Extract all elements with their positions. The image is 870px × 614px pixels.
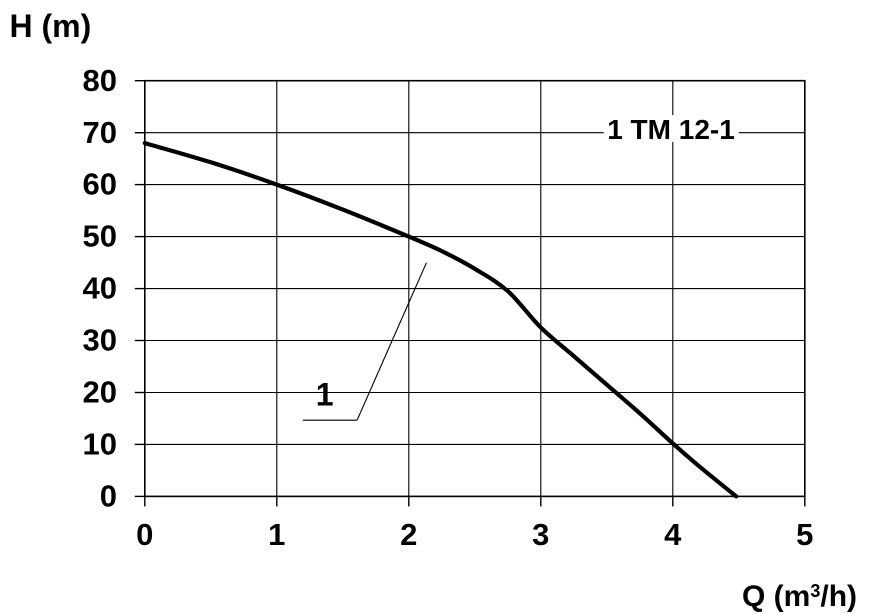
svg-text:10: 10 <box>83 427 117 462</box>
svg-text:5: 5 <box>796 517 813 552</box>
svg-text:Q (m3/h): Q (m3/h) <box>742 580 857 613</box>
svg-text:80: 80 <box>83 63 117 98</box>
svg-text:50: 50 <box>83 219 117 254</box>
svg-text:4: 4 <box>664 517 682 552</box>
svg-text:30: 30 <box>83 323 117 358</box>
svg-text:1: 1 <box>268 517 285 552</box>
svg-text:1: 1 <box>316 377 334 413</box>
svg-text:40: 40 <box>83 271 117 306</box>
svg-text:1 TM 12-1: 1 TM 12-1 <box>607 114 735 145</box>
svg-text:0: 0 <box>100 479 117 514</box>
svg-text:70: 70 <box>83 115 117 150</box>
svg-text:0: 0 <box>136 517 153 552</box>
svg-text:20: 20 <box>83 375 117 410</box>
svg-text:2: 2 <box>400 517 417 552</box>
svg-text:H (m): H (m) <box>10 8 92 44</box>
svg-text:3: 3 <box>532 517 549 552</box>
svg-text:60: 60 <box>83 167 117 202</box>
